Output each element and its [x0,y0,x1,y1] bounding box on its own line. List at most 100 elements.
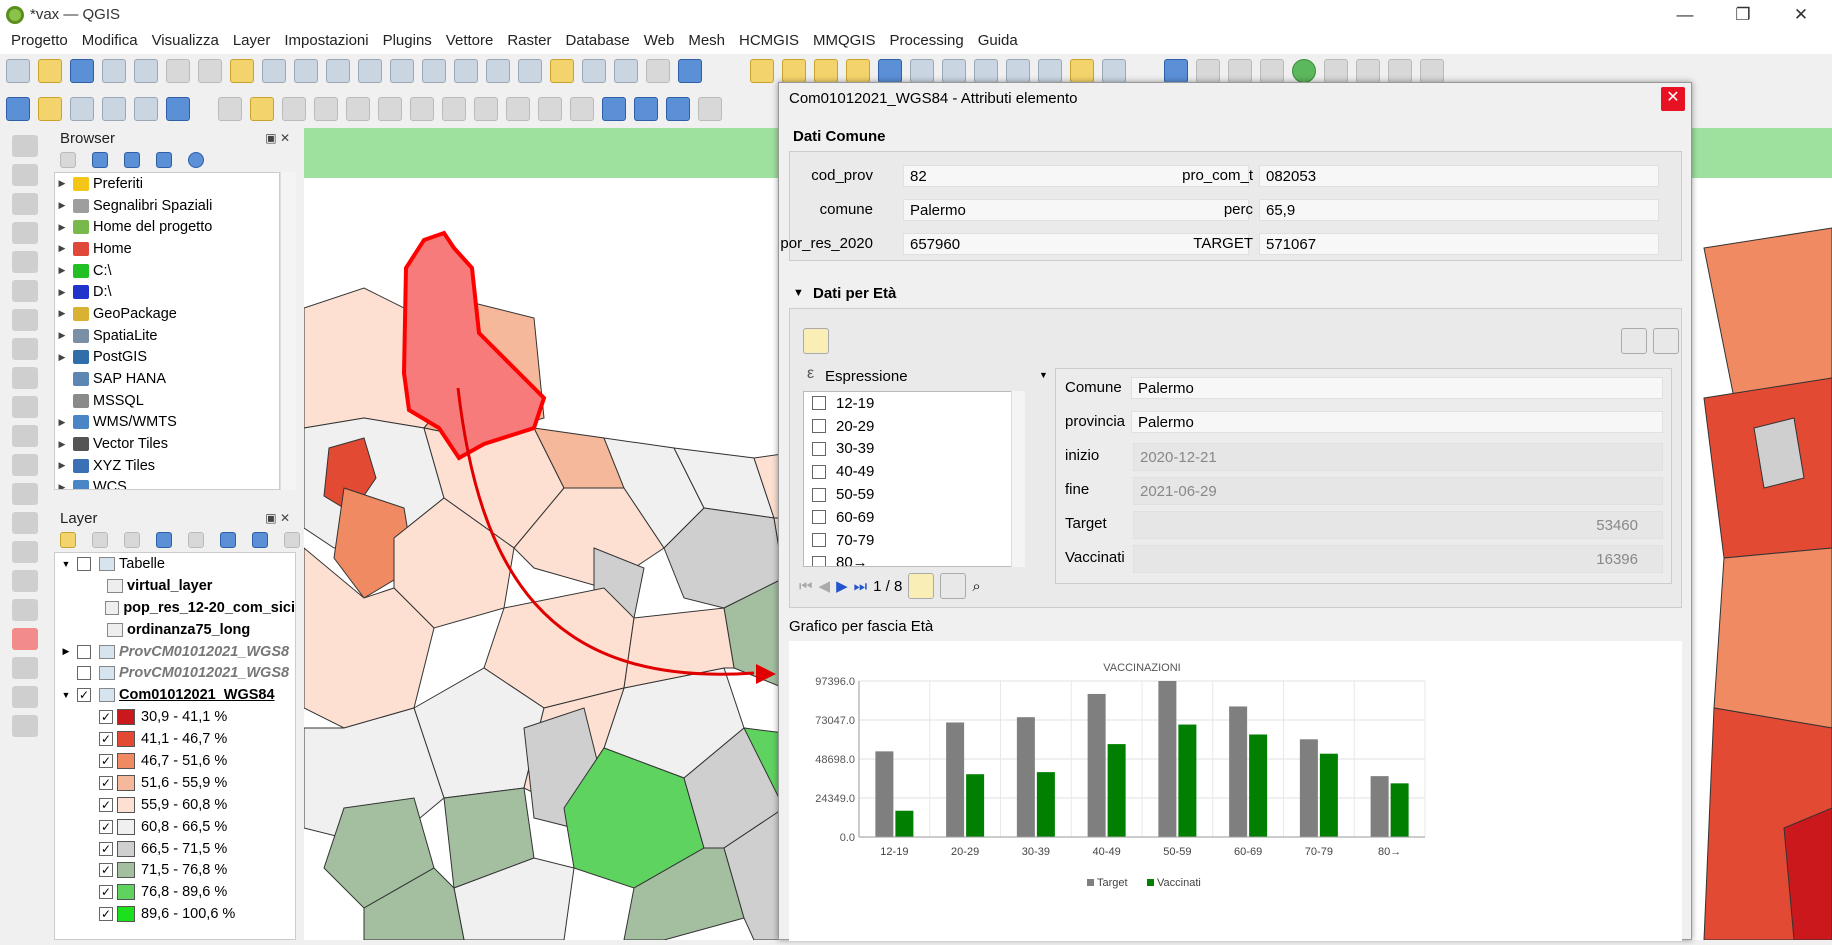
menu-plugins[interactable]: Plugins [382,32,432,49]
delete-ring-icon[interactable] [12,309,38,331]
trim-extend-icon[interactable] [12,570,38,592]
restore-button[interactable]: ❐ [1735,5,1751,24]
legend-item[interactable]: ✓ 66,5 - 71,5 % [55,838,295,860]
save-project-icon[interactable] [70,59,94,83]
share-icon[interactable] [1292,59,1316,83]
browser-item[interactable]: ▶ XYZ Tiles [55,455,279,477]
remove-layer-icon[interactable] [284,532,300,548]
legend-item[interactable]: ✓ 89,6 - 100,6 % [55,903,295,925]
layer-expander-icon[interactable]: ▼ [61,558,71,569]
toggle-edit-icon[interactable] [250,97,274,121]
input-pro-com-t[interactable]: 082053 [1259,165,1659,187]
close-window-button[interactable]: ✕ [1793,5,1809,24]
legend-item[interactable]: ✓ 55,9 - 60,8 % [55,794,295,816]
tool-b-icon[interactable] [1228,59,1252,83]
copy-icon[interactable] [474,97,498,121]
menu-progetto[interactable]: Progetto [11,32,68,49]
input-target[interactable]: 571067 [1259,233,1659,255]
browser-item[interactable]: ▶ C:\ [55,260,279,282]
menu-guida[interactable]: Guida [977,32,1018,49]
browser-item[interactable]: ▶ WCS [55,477,279,490]
layer-item[interactable]: virtual_layer [55,575,295,597]
locator-search-icon[interactable] [1102,59,1126,83]
delete-selected-icon[interactable] [410,97,434,121]
expand-arrow-icon[interactable]: ▶ [58,438,66,449]
collapse-all-layers-icon[interactable] [252,532,268,548]
browser-item[interactable]: ▶ GeoPackage [55,303,279,325]
legend-checkbox[interactable]: ✓ [99,819,113,834]
menu-impostazioni[interactable]: Impostazioni [284,32,369,49]
edits-icon[interactable] [218,97,242,121]
help-icon[interactable] [1164,59,1188,83]
cut-icon[interactable] [442,97,466,121]
input-cod-prov[interactable]: 82 [903,165,1249,187]
legend-item[interactable]: ✓ 46,7 - 51,6 % [55,750,295,772]
age-checkbox[interactable] [812,464,826,479]
menu-processing[interactable]: Processing [889,32,964,49]
menu-hcmgis[interactable]: HCMGIS [739,32,800,49]
node-tool-icon[interactable] [12,135,38,157]
zoom-full-icon[interactable] [326,59,350,83]
browser-item[interactable]: ▶ Preferiti [55,173,279,195]
dialog-close-button[interactable]: ✕ [1661,87,1685,111]
add-vector-icon[interactable] [38,97,62,121]
age-checkbox[interactable] [812,533,826,548]
menu-vettore[interactable]: Vettore [445,32,494,49]
filter-expression-icon[interactable] [188,532,204,548]
layer-item[interactable]: ▼ ✓ Com01012021_WGS84 [55,684,295,706]
zoom-to-feature-icon[interactable]: ⌕ [972,577,981,595]
refresh-icon[interactable] [678,59,702,83]
collapse-all-icon[interactable] [156,152,172,168]
expand-arrow-icon[interactable]: ▶ [58,221,66,232]
undo-icon[interactable] [538,97,562,121]
zoom-selection-icon[interactable] [358,59,382,83]
tool-a-icon[interactable] [1196,59,1220,83]
date-fine[interactable]: 2021-06-29 [1133,477,1663,505]
pan-icon[interactable] [198,59,222,83]
filter-legend-icon[interactable] [156,532,172,548]
menu-database[interactable]: Database [565,32,630,49]
layer-expander-icon[interactable]: ▶ [62,646,70,656]
menu-layer[interactable]: Layer [232,32,271,49]
redo-icon[interactable] [570,97,594,121]
layer-expander-icon[interactable]: ▼ [61,690,71,701]
add-feature-icon[interactable] [314,97,338,121]
style-layer-icon[interactable] [60,532,76,548]
add-part-icon[interactable] [12,251,38,273]
menu-mesh[interactable]: Mesh [688,32,726,49]
modify-attributes-icon[interactable] [378,97,402,121]
zoom-in-icon[interactable] [262,59,286,83]
first-record-icon[interactable]: ⏮ [799,577,813,595]
menu-modifica[interactable]: Modifica [81,32,138,49]
split-parts-icon[interactable] [12,454,38,476]
expand-arrow-icon[interactable]: ▶ [58,308,66,319]
menu-visualizza[interactable]: Visualizza [151,32,219,49]
edit-pencil-button[interactable] [803,328,829,354]
browser-item[interactable]: MSSQL [55,390,279,412]
attribute-table-icon[interactable] [910,59,934,83]
zoom-out-icon[interactable] [294,59,318,83]
split-features-icon[interactable] [12,425,38,447]
date-inizio[interactable]: 2020-12-21 [1133,443,1663,471]
print-layout-icon[interactable] [134,59,158,83]
highlight-bulb-icon[interactable] [908,573,935,599]
digitize-a-icon[interactable] [1324,59,1348,83]
legend-item[interactable]: ✓ 41,1 - 46,7 % [55,728,295,750]
menu-web[interactable]: Web [643,32,675,49]
show-bookmarks-icon[interactable] [614,59,638,83]
zoom-tool-icon[interactable] [12,657,38,679]
age-item[interactable]: 20-29 [804,415,1024,438]
input-comune[interactable]: Palermo [903,199,1249,221]
expand-arrow-icon[interactable]: ▶ [58,481,66,490]
expand-arrow-icon[interactable]: ▶ [58,178,66,189]
browser-item[interactable]: ▶ Home [55,238,279,260]
form-view-button[interactable] [1621,328,1647,354]
age-item[interactable]: 50-59 [804,483,1024,506]
legend-checkbox[interactable]: ✓ [99,797,113,812]
legend-checkbox[interactable]: ✓ [99,885,113,900]
browser-item[interactable]: ▶ Segnalibri Spaziali [55,195,279,217]
menu-raster[interactable]: Raster [507,32,552,49]
digitize-c-icon[interactable] [1388,59,1412,83]
info-tool-icon[interactable] [666,97,690,121]
age-checkbox[interactable] [812,487,826,502]
